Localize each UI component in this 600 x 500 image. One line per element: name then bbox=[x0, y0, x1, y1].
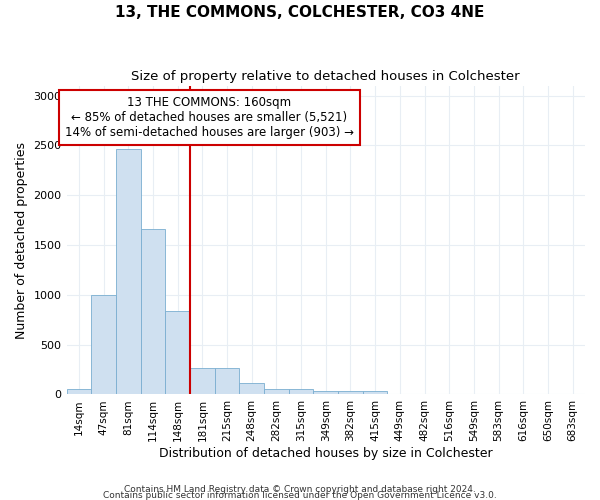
Bar bbox=[363, 392, 388, 394]
Bar bbox=[264, 390, 289, 394]
Bar bbox=[239, 382, 264, 394]
Title: Size of property relative to detached houses in Colchester: Size of property relative to detached ho… bbox=[131, 70, 520, 83]
Bar bbox=[289, 390, 313, 394]
Bar bbox=[140, 229, 165, 394]
Bar bbox=[313, 392, 338, 394]
Text: Contains public sector information licensed under the Open Government Licence v3: Contains public sector information licen… bbox=[103, 490, 497, 500]
Text: Contains HM Land Registry data © Crown copyright and database right 2024.: Contains HM Land Registry data © Crown c… bbox=[124, 484, 476, 494]
Text: 13 THE COMMONS: 160sqm
← 85% of detached houses are smaller (5,521)
14% of semi-: 13 THE COMMONS: 160sqm ← 85% of detached… bbox=[65, 96, 353, 140]
Bar bbox=[215, 368, 239, 394]
Bar bbox=[67, 389, 91, 394]
Bar bbox=[116, 150, 140, 394]
Bar bbox=[190, 368, 215, 394]
Bar bbox=[338, 392, 363, 394]
X-axis label: Distribution of detached houses by size in Colchester: Distribution of detached houses by size … bbox=[159, 447, 493, 460]
Bar bbox=[91, 295, 116, 394]
Y-axis label: Number of detached properties: Number of detached properties bbox=[15, 142, 28, 338]
Bar bbox=[165, 311, 190, 394]
Text: 13, THE COMMONS, COLCHESTER, CO3 4NE: 13, THE COMMONS, COLCHESTER, CO3 4NE bbox=[115, 5, 485, 20]
